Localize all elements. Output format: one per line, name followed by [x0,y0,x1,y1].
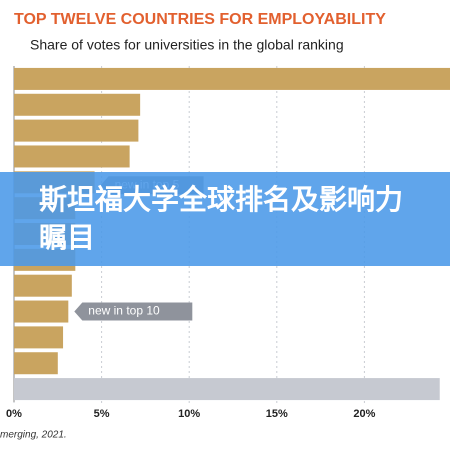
source: merging, 2021. [0,430,67,441]
bar [14,67,450,90]
bar [14,378,440,401]
bar [14,352,58,375]
x-tick-label: 5% [94,408,110,420]
x-tick-label: 20% [353,408,375,420]
banner-text: 斯坦福大学全球排名及影响力瞩目 [39,183,404,254]
bar [14,274,72,297]
annotation: new in top 10 [88,304,160,318]
bar [14,119,139,142]
bar [14,145,130,168]
x-tick-label: 15% [266,408,288,420]
chart-subtitle: Share of votes for universities in the g… [30,37,344,53]
banner: 斯坦福大学全球排名及影响力瞩目 [0,172,450,266]
bar [14,300,69,323]
x-tick-label: 10% [178,408,200,420]
bar [14,93,141,116]
bar [14,326,64,349]
x-tick-label: 0% [6,408,22,420]
annotation-pill [74,302,193,321]
chart-title: TOP TWELVE COUNTRIES FOR EMPLOYABILITY [14,11,386,28]
